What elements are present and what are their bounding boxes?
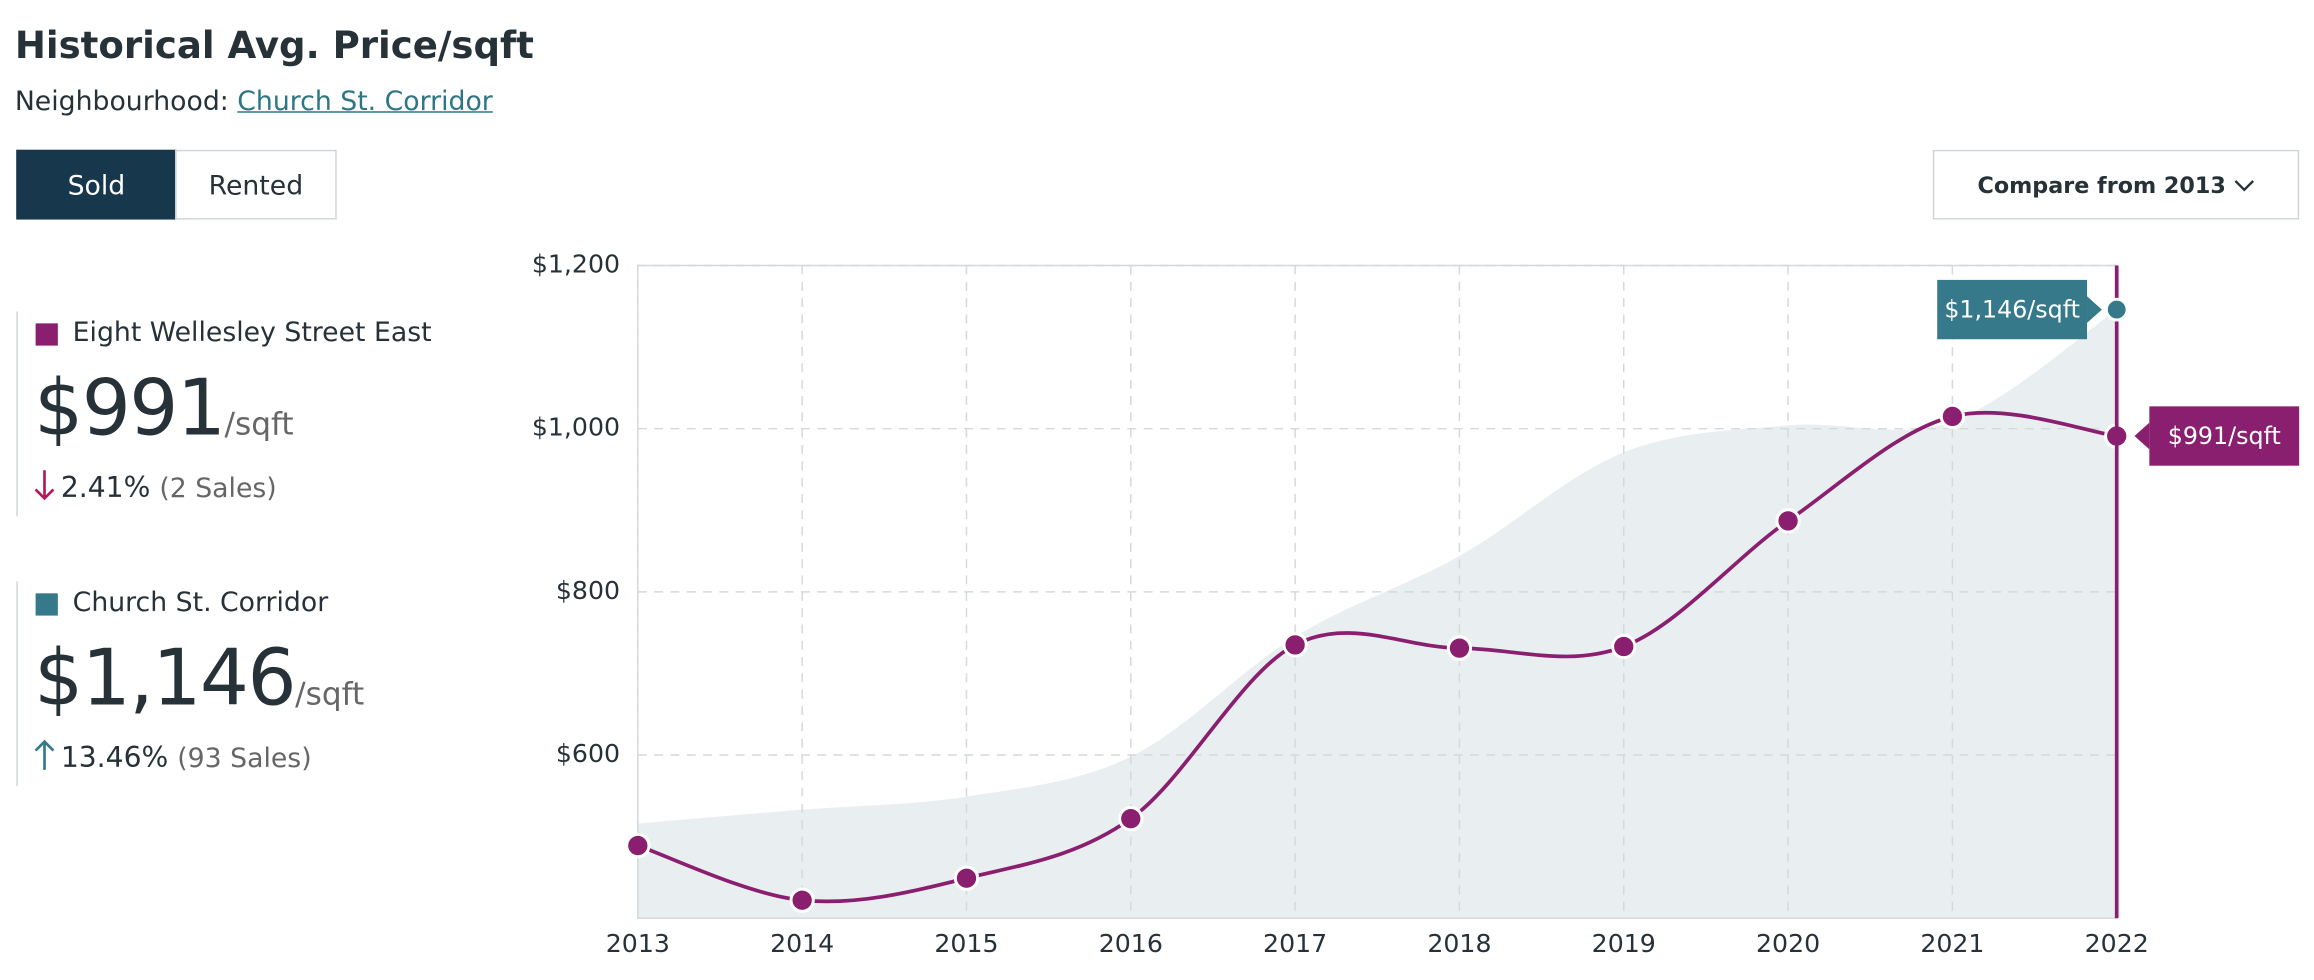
neighbourhood-link[interactable]: Church St. Corridor bbox=[237, 86, 493, 118]
x-tick-label: 2018 bbox=[1427, 929, 1491, 958]
point bbox=[1939, 403, 1966, 430]
price: $1,146/sqft bbox=[34, 635, 364, 724]
line-layer bbox=[625, 403, 2130, 913]
x-tick-label: 2014 bbox=[770, 929, 834, 958]
x-tick-label: 2022 bbox=[2085, 929, 2149, 958]
price-unit: /sqft bbox=[224, 406, 294, 443]
change-value: 2.41% bbox=[60, 471, 151, 505]
x-tick-label: 2013 bbox=[606, 929, 670, 958]
x-tick-label: 2019 bbox=[1592, 929, 1656, 958]
tooltip-box bbox=[1937, 279, 2088, 340]
tooltip-pointer bbox=[2134, 422, 2150, 450]
subtitle: Neighbourhood: Church St. Corridor bbox=[15, 86, 493, 117]
tooltip-pointer bbox=[2087, 296, 2102, 323]
change: 13.46% (93 Sales) bbox=[34, 739, 312, 775]
sales: (93 Sales) bbox=[177, 743, 312, 775]
tooltip-box bbox=[2149, 406, 2300, 466]
legend-swatch bbox=[35, 593, 58, 616]
point bbox=[953, 865, 980, 891]
y-tick-label: $1,000 bbox=[532, 413, 620, 442]
summary-block: Eight Wellesley Street East $991/sqft 2.… bbox=[16, 311, 492, 517]
line bbox=[637, 410, 2117, 904]
point bbox=[625, 832, 651, 859]
x-tick-label: 2017 bbox=[1263, 929, 1327, 958]
x-tick-label: 2016 bbox=[1099, 929, 1163, 958]
y-tick-label: $600 bbox=[556, 739, 620, 768]
price-value: $1,146 bbox=[34, 634, 296, 724]
tab-rented[interactable]: Rented bbox=[175, 149, 337, 220]
y-tick-label: $1,200 bbox=[532, 250, 620, 279]
x-tick-label: 2020 bbox=[1756, 929, 1820, 958]
point bbox=[2104, 297, 2129, 322]
up-arrow bbox=[34, 739, 55, 770]
change-value: 13.46% bbox=[60, 741, 169, 775]
neighbourhood-label: Neighbourhood: bbox=[14, 86, 229, 118]
x-tick-label: 2021 bbox=[1920, 929, 1984, 958]
legend-name: Church St. Corridor bbox=[72, 587, 329, 619]
tooltip-label: $991/sqft bbox=[2168, 422, 2281, 450]
down-arrow bbox=[34, 470, 55, 501]
point bbox=[789, 887, 815, 913]
change: 2.41% (2 Sales) bbox=[34, 469, 277, 505]
y-tick-label: $800 bbox=[556, 576, 620, 605]
legend-name: Eight Wellesley Street East bbox=[72, 317, 432, 349]
tooltip-label: $1,146/sqft bbox=[1944, 296, 2080, 324]
point bbox=[1446, 635, 1473, 661]
legend-swatch bbox=[35, 323, 58, 346]
point bbox=[1611, 633, 1637, 660]
summary-block: Church St. Corridor $1,146/sqft 13.46% (… bbox=[16, 581, 492, 787]
sales: (2 Sales) bbox=[159, 473, 277, 505]
point bbox=[1775, 508, 1801, 534]
point bbox=[1118, 806, 1144, 832]
compare-button[interactable]: Compare from 2013 bbox=[1932, 149, 2300, 220]
compare-label: Compare from 2013 bbox=[1977, 172, 2226, 199]
price-value: $991 bbox=[34, 364, 226, 454]
price: $991/sqft bbox=[34, 365, 294, 454]
area bbox=[637, 309, 2117, 919]
chevron bbox=[2234, 180, 2254, 192]
x-tick-label: 2015 bbox=[934, 929, 998, 958]
title: Historical Avg. Price/sqft bbox=[14, 23, 534, 67]
area-layer bbox=[637, 309, 2117, 919]
point bbox=[1282, 632, 1308, 658]
price-unit: /sqft bbox=[295, 676, 365, 712]
